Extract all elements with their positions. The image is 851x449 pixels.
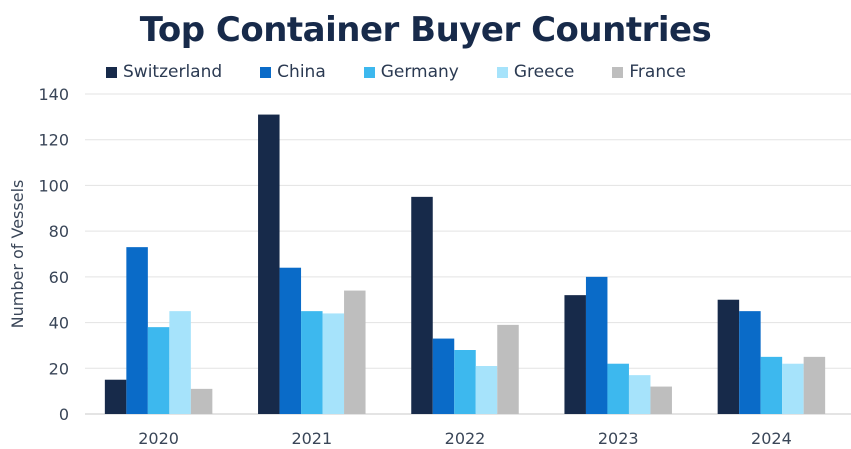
bar: [126, 247, 148, 414]
legend-item-greece: Greece: [496, 62, 575, 82]
y-tick-label: 140: [38, 85, 69, 104]
bar: [301, 311, 323, 414]
legend-item-switzerland: Switzerland: [106, 62, 222, 82]
x-tick-label: 2024: [751, 429, 792, 448]
bar: [258, 114, 280, 415]
y-tick-label: 40: [49, 314, 69, 333]
legend-swatch: [612, 66, 624, 78]
bar: [147, 327, 170, 414]
y-tick-label: 120: [38, 131, 69, 150]
legend-label: Greece: [513, 62, 575, 82]
y-tick-label: 80: [49, 222, 69, 241]
y-tick-label: 0: [59, 405, 69, 424]
legend-swatch: [260, 66, 272, 78]
legend-swatch: [363, 66, 375, 78]
y-tick-label: 20: [49, 359, 69, 378]
bar: [432, 338, 455, 414]
legend-item-china: China: [260, 62, 326, 82]
bar: [564, 295, 586, 414]
bar: [411, 196, 433, 414]
legend-label: China: [277, 62, 326, 82]
x-tick-label: 2020: [138, 429, 179, 448]
bar: [650, 386, 672, 414]
y-axis-label: Number of Vessels: [8, 180, 27, 329]
y-tick-label: 60: [49, 268, 69, 287]
bar: [279, 267, 302, 414]
y-tick-label: 100: [38, 176, 69, 195]
bar: [454, 350, 476, 414]
legend-swatch: [106, 66, 117, 78]
legend-swatch: [496, 66, 508, 78]
bar: [607, 363, 629, 414]
legend-label: France: [629, 62, 686, 82]
bar: [344, 290, 366, 414]
bar: [803, 356, 826, 414]
legend: Switzerland China Germany Greece France: [106, 60, 724, 84]
bar: [190, 388, 213, 414]
bar: [169, 311, 191, 414]
bar: [782, 363, 804, 414]
bar: [717, 299, 740, 414]
bar: [104, 379, 127, 414]
bar: [475, 366, 498, 414]
legend-label: Germany: [380, 62, 459, 82]
chart-title: Top Container Buyer Countries: [139, 10, 712, 50]
legend-item-germany: Germany: [363, 62, 459, 82]
x-tick-label: 2021: [291, 429, 332, 448]
bar: [497, 324, 519, 414]
x-tick-label: 2022: [445, 429, 486, 448]
bar: [760, 356, 783, 414]
bar: [628, 375, 651, 414]
bar: [585, 276, 608, 414]
bar: [322, 313, 345, 414]
legend-item-france: France: [612, 62, 686, 82]
bar: [739, 311, 761, 414]
x-tick-label: 2023: [598, 429, 639, 448]
legend-label: Switzerland: [123, 62, 223, 82]
